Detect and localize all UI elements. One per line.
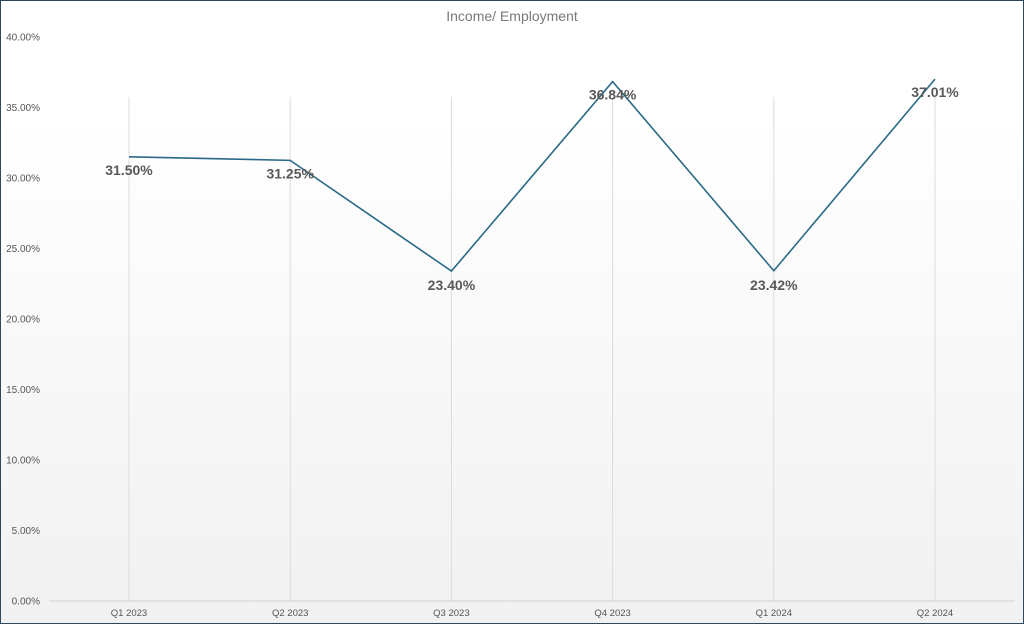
y-tick-label: 30.00% (6, 174, 40, 185)
y-tick-label: 15.00% (6, 385, 40, 396)
y-tick-label: 40.00% (6, 33, 40, 44)
y-tick-label: 0.00% (12, 597, 40, 608)
data-label: 36.84% (589, 87, 637, 103)
x-tick-label: Q1 2023 (111, 608, 147, 619)
data-label: 23.40% (428, 277, 476, 293)
x-tick-label: Q3 2023 (433, 608, 469, 619)
x-tick-label: Q2 2024 (917, 608, 953, 619)
series-line (128, 78, 936, 273)
chart-title: Income/ Employment (446, 8, 578, 24)
x-tick-label: Q4 2023 (594, 608, 630, 619)
y-tick-label: 10.00% (6, 456, 40, 467)
y-tick-label: 35.00% (6, 103, 40, 114)
x-tick-label: Q1 2024 (756, 608, 792, 619)
data-label: 37.01% (911, 84, 959, 100)
data-label: 31.25% (266, 165, 314, 181)
y-tick-label: 25.00% (6, 244, 40, 255)
y-tick-label: 20.00% (6, 315, 40, 326)
data-label: 31.50% (105, 162, 153, 178)
y-tick-label: 5.00% (12, 526, 40, 537)
x-tick-label: Q2 2023 (272, 608, 308, 619)
data-label: 23.42% (750, 277, 798, 293)
